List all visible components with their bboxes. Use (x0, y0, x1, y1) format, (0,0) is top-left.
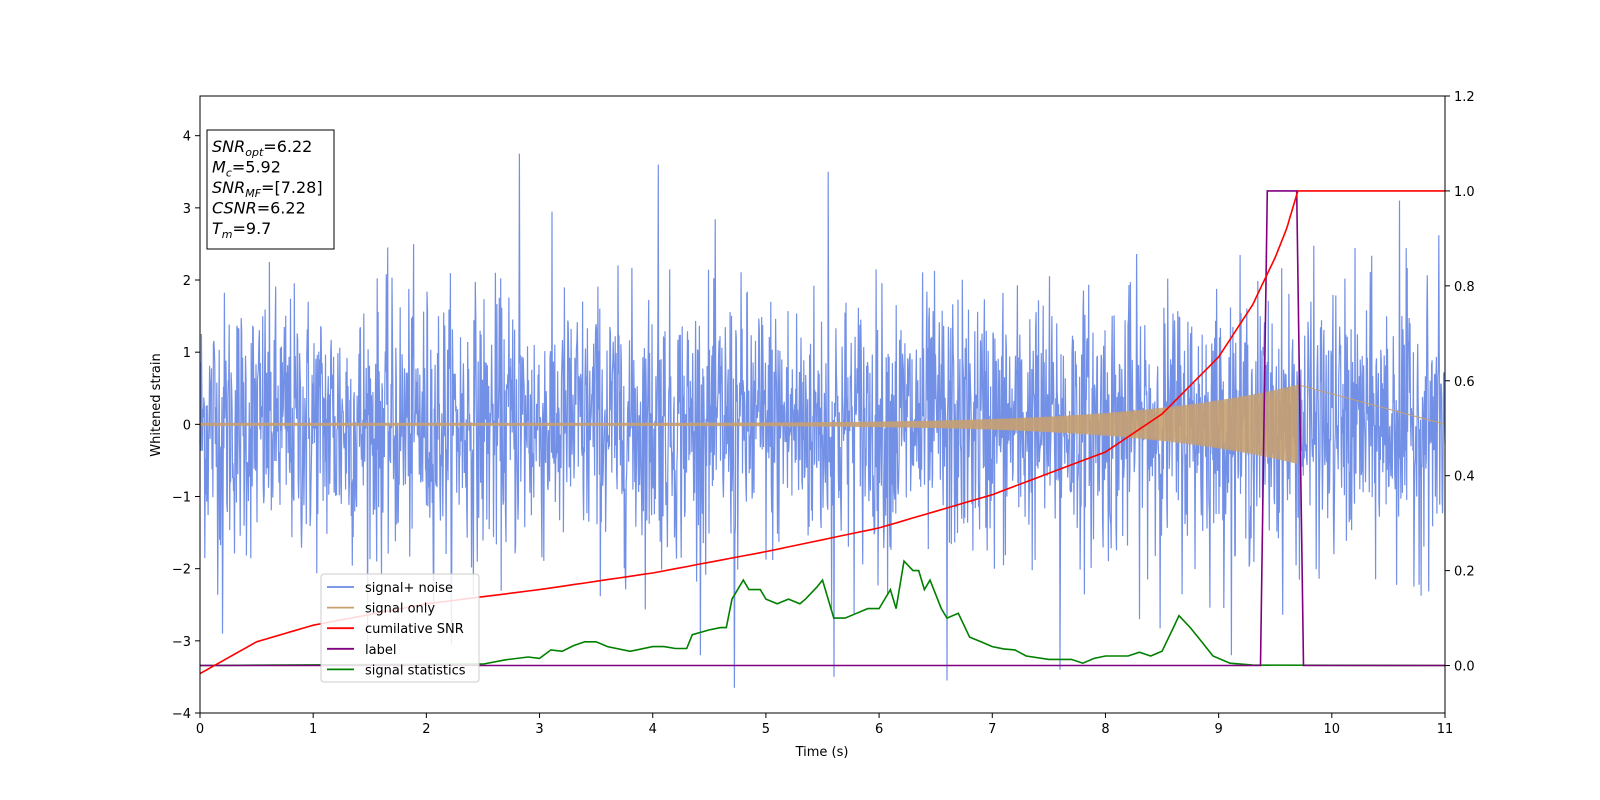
y-axis-right: 0.0 0.2 0.4 0.6 0.8 1.0 1.2 (1445, 90, 1475, 675)
x-tick-label: 2 (422, 722, 430, 737)
x-tick-label: 1 (309, 722, 317, 737)
x-tick-label: 9 (1214, 722, 1222, 737)
x-tick-label: 3 (535, 722, 543, 737)
info-box-line: SNRopt=6.22 (212, 137, 312, 159)
y-tick-label: 3 (183, 202, 191, 217)
legend: signal+ noise signal only cumilative SNR la… (320, 573, 480, 683)
y-tick-label: −2 (172, 563, 191, 578)
legend-label: signal+ noise (365, 581, 453, 596)
info-box-line: SNRMF=[7.28] (212, 178, 323, 200)
legend-frame (320, 573, 480, 683)
signal-only-line (199, 383, 1446, 464)
y-tick-label: 1 (183, 346, 191, 361)
y2-tick-label: 0.0 (1454, 660, 1475, 675)
y2-tick-label: 0.8 (1454, 280, 1475, 295)
x-tick-label: 8 (1101, 722, 1109, 737)
label-line (200, 190, 1445, 667)
y2-tick-label: 0.2 (1454, 565, 1475, 580)
y-tick-label: 2 (183, 274, 191, 289)
x-tick-label: 7 (988, 722, 996, 737)
y2-tick-label: 0.6 (1454, 375, 1475, 390)
plot-frame (199, 95, 1446, 714)
x-tick-label: 6 (875, 722, 883, 737)
y-tick-label: −4 (172, 707, 191, 722)
x-tick-label: 4 (649, 722, 657, 737)
signal-only-series (199, 383, 1446, 464)
legend-label: cumilative SNR (365, 622, 464, 637)
x-tick-label: 10 (1324, 722, 1341, 737)
info-box-line: Mc=5.92 (212, 158, 281, 180)
y-tick-label: 0 (183, 418, 191, 433)
info-box-frame (206, 129, 335, 250)
x-axis-label: Time (s) (795, 745, 849, 760)
legend-label: signal only (365, 602, 435, 617)
signal-statistics-line (199, 559, 1446, 667)
x-tick-label: 11 (1437, 722, 1454, 737)
legend-label: label (365, 643, 396, 658)
y-tick-label: −1 (172, 491, 191, 506)
info-box: SNRopt=6.22Mc=5.92SNRMF=[7.28]CSNR=6.22T… (206, 129, 335, 250)
x-tick-label: 0 (196, 722, 204, 737)
info-box-line: CSNR=6.22 (212, 199, 306, 218)
legend-label: signal statistics (365, 663, 466, 678)
y2-tick-label: 1.0 (1454, 185, 1475, 200)
y2-tick-label: 1.2 (1454, 90, 1475, 105)
y-tick-label: −3 (172, 635, 191, 650)
y-axis-left: −4 −3 −2 −1 0 1 2 3 4 (172, 130, 200, 722)
info-box-line: Tm=9.7 (212, 219, 271, 241)
x-axis: 0 1 2 3 4 5 6 7 8 9 10 11 (196, 713, 1453, 737)
x-tick-label: 5 (762, 722, 770, 737)
y-tick-label: 4 (183, 130, 191, 145)
y2-tick-label: 0.4 (1454, 470, 1475, 485)
y-axis-label: Whitened strain (149, 353, 164, 456)
